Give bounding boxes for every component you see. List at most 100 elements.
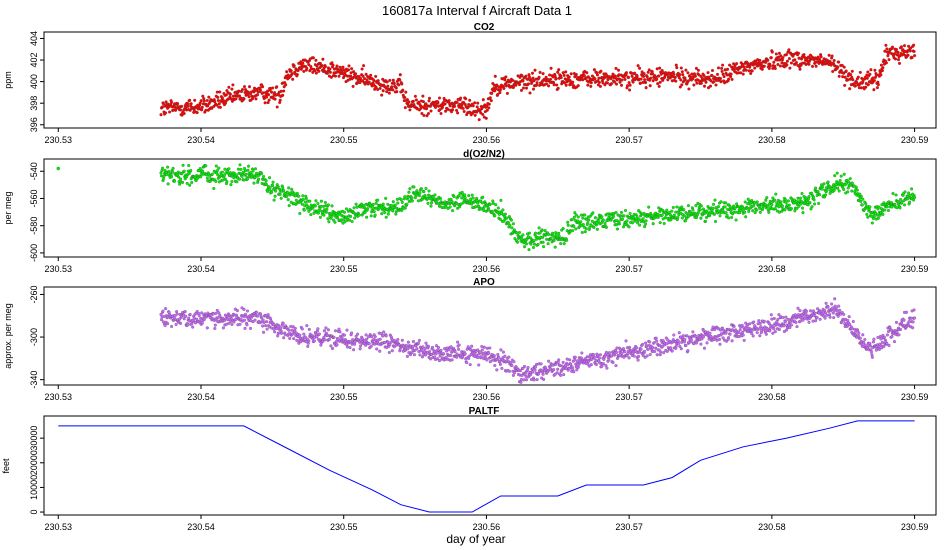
- data-point: [350, 67, 354, 71]
- data-point: [223, 177, 227, 181]
- data-point: [584, 227, 588, 231]
- data-point: [669, 218, 673, 222]
- data-point: [814, 64, 818, 68]
- data-point: [670, 209, 674, 213]
- data-point: [588, 214, 592, 218]
- data-point: [674, 63, 678, 67]
- data-point: [650, 214, 654, 218]
- data-point: [333, 74, 338, 78]
- data-point: [292, 337, 296, 341]
- data-point: [747, 209, 751, 213]
- data-point: [404, 90, 408, 94]
- data-point: [773, 66, 777, 71]
- data-point: [638, 66, 642, 70]
- data-point: [335, 343, 339, 347]
- data-point: [746, 197, 750, 201]
- data-point: [605, 81, 609, 85]
- data-point: [384, 196, 388, 200]
- data-point: [230, 99, 234, 103]
- data-point: [480, 348, 484, 352]
- data-point: [865, 76, 869, 80]
- data-point: [291, 325, 295, 329]
- co2-title: CO2: [474, 22, 495, 33]
- data-point: [394, 210, 398, 214]
- data-point: [450, 358, 454, 362]
- data-point: [712, 212, 717, 216]
- data-point: [824, 301, 828, 305]
- data-point: [559, 242, 563, 246]
- data-point: [552, 368, 556, 372]
- data-point: [245, 309, 250, 313]
- data-point: [268, 176, 272, 180]
- data-point: [216, 98, 220, 103]
- data-point: [247, 85, 252, 89]
- co2-x-axis: 230.53 230.54 230.55 230.56 230.57 230.58 230.…: [45, 128, 928, 145]
- data-point: [658, 221, 662, 225]
- data-point: [396, 337, 400, 342]
- data-point: [598, 84, 602, 88]
- data-point: [771, 331, 775, 335]
- data-point: [372, 210, 376, 214]
- data-point: [506, 220, 510, 225]
- data-point: [236, 167, 240, 171]
- data-point: [728, 205, 732, 209]
- data-point: [200, 108, 204, 112]
- data-point: [793, 58, 797, 62]
- apo-plot-frame: [43, 286, 937, 386]
- data-point: [493, 214, 497, 218]
- data-point: [909, 46, 913, 50]
- data-point: [798, 67, 802, 71]
- data-point: [690, 72, 694, 76]
- data-point: [274, 189, 278, 193]
- data-point: [476, 348, 480, 352]
- data-point: [755, 208, 759, 212]
- data-point: [641, 217, 645, 221]
- data-point: [507, 369, 511, 373]
- data-point: [834, 306, 838, 310]
- data-point: [681, 334, 685, 338]
- data-point: [496, 206, 500, 210]
- data-point: [836, 65, 840, 69]
- data-point: [378, 337, 382, 341]
- data-point: [477, 363, 481, 367]
- data-point: [452, 195, 456, 199]
- data-point: [691, 330, 695, 334]
- data-point: [211, 312, 215, 316]
- data-point: [851, 78, 855, 82]
- data-point: [447, 99, 451, 103]
- data-point: [386, 84, 390, 88]
- data-point: [541, 72, 545, 76]
- data-point: [902, 318, 906, 322]
- data-point: [724, 201, 728, 205]
- data-point: [561, 71, 565, 75]
- data-point: [498, 362, 502, 366]
- data-point: [532, 239, 536, 243]
- data-point: [628, 345, 632, 349]
- data-point: [376, 87, 380, 92]
- data-point: [884, 61, 888, 65]
- data-point: [327, 220, 331, 224]
- data-point: [405, 354, 409, 358]
- data-point: [569, 72, 573, 76]
- data-point: [405, 202, 409, 206]
- data-point: [615, 346, 619, 350]
- data-point: [293, 194, 297, 198]
- data-point: [187, 163, 191, 168]
- data-point: [365, 337, 369, 341]
- data-point: [807, 195, 811, 199]
- data-point: [893, 202, 897, 206]
- data-point: [691, 208, 695, 212]
- data-point: [254, 310, 259, 314]
- data-point: [531, 76, 535, 80]
- data-point: [210, 172, 214, 176]
- data-point: [871, 340, 875, 344]
- data-point: [547, 232, 551, 237]
- data-point: [673, 75, 677, 79]
- data-point: [530, 71, 535, 75]
- data-point: [278, 98, 282, 102]
- data-point: [743, 210, 747, 214]
- data-point: [642, 211, 646, 215]
- data-point: [848, 177, 852, 181]
- data-point: [381, 89, 385, 93]
- data-point: [171, 166, 175, 170]
